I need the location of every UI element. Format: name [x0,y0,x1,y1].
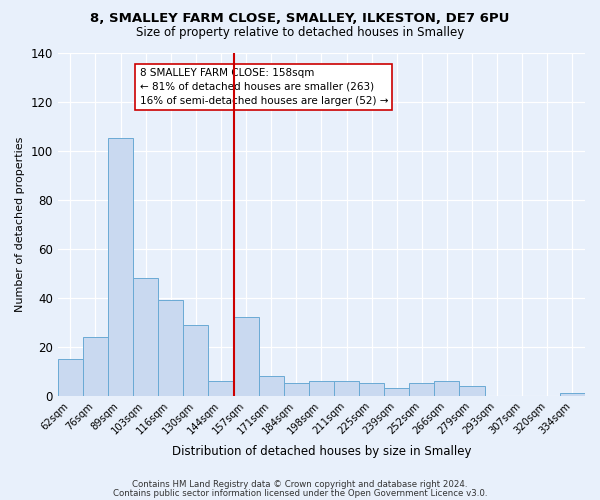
Bar [233,317,259,396]
Bar [108,138,133,396]
Bar [409,384,434,396]
Bar [560,393,585,396]
Bar [83,337,108,396]
Bar [359,384,384,396]
Bar [384,388,409,396]
X-axis label: Distribution of detached houses by size in Smalley: Distribution of detached houses by size … [172,444,471,458]
Bar [460,386,485,396]
Bar [334,381,359,396]
Bar [133,278,158,396]
Text: Contains public sector information licensed under the Open Government Licence v3: Contains public sector information licen… [113,488,487,498]
Bar [309,381,334,396]
Bar [184,324,208,396]
Bar [259,376,284,396]
Bar [284,384,309,396]
Text: 8, SMALLEY FARM CLOSE, SMALLEY, ILKESTON, DE7 6PU: 8, SMALLEY FARM CLOSE, SMALLEY, ILKESTON… [91,12,509,26]
Bar [58,359,83,396]
Text: 8 SMALLEY FARM CLOSE: 158sqm
← 81% of detached houses are smaller (263)
16% of s: 8 SMALLEY FARM CLOSE: 158sqm ← 81% of de… [140,68,388,106]
Bar [208,381,233,396]
Bar [158,300,184,396]
Text: Contains HM Land Registry data © Crown copyright and database right 2024.: Contains HM Land Registry data © Crown c… [132,480,468,489]
Bar [434,381,460,396]
Y-axis label: Number of detached properties: Number of detached properties [15,136,25,312]
Text: Size of property relative to detached houses in Smalley: Size of property relative to detached ho… [136,26,464,39]
